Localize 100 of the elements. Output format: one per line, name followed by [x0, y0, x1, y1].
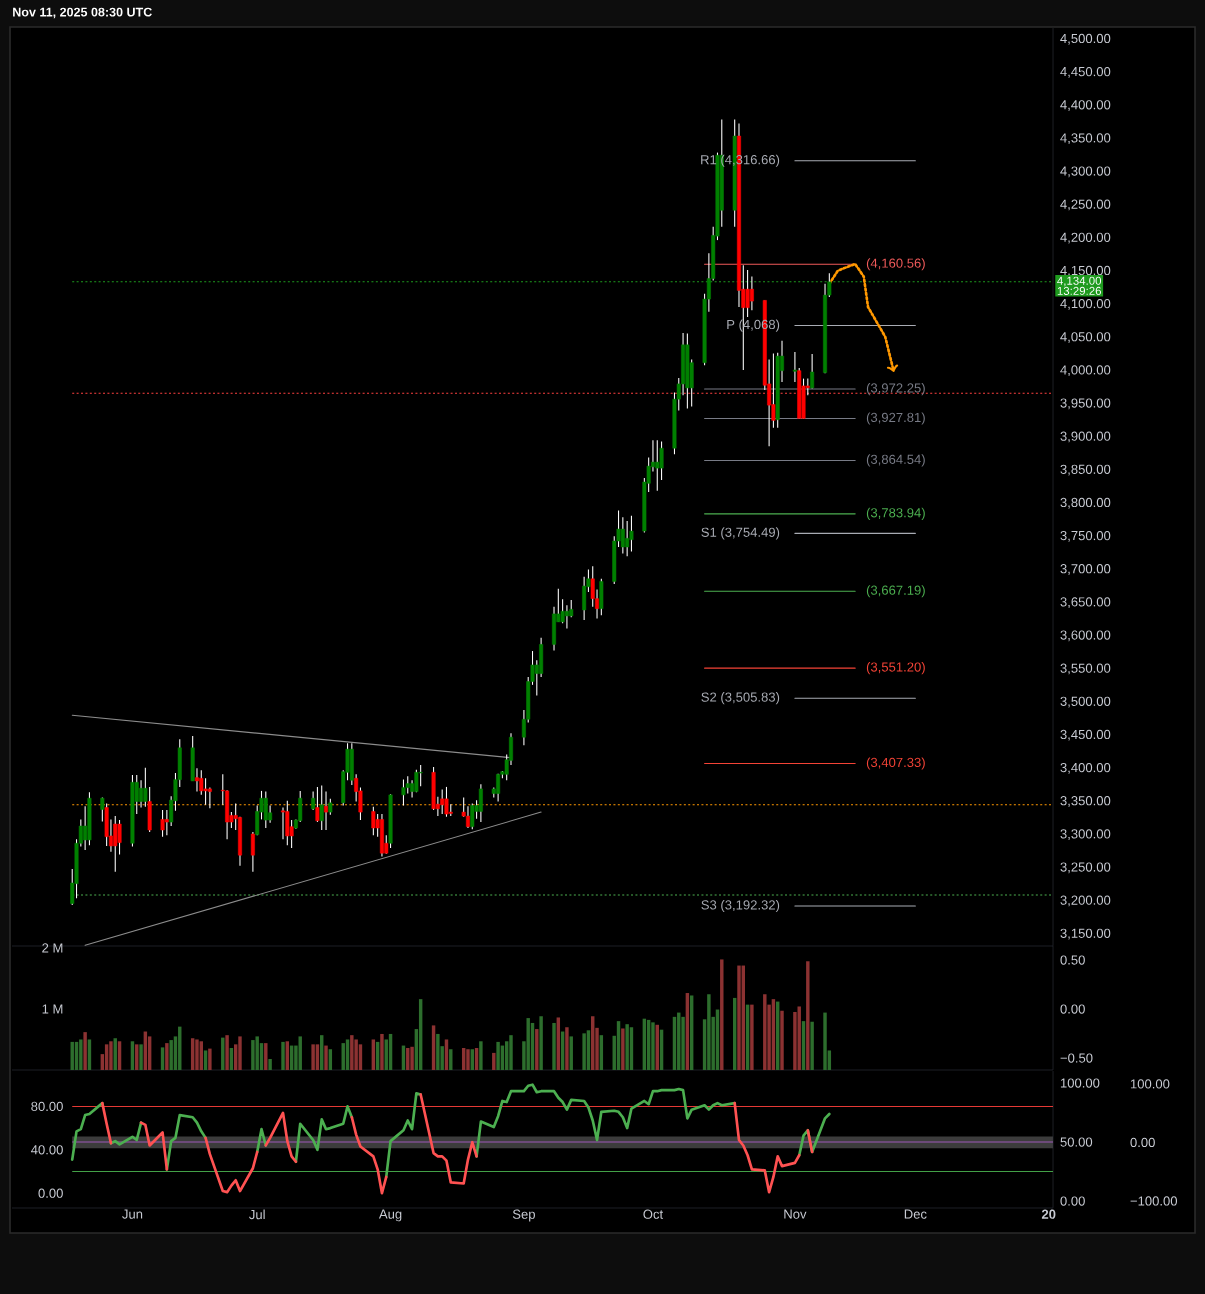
bar	[681, 1016, 685, 1070]
bar	[492, 1052, 496, 1070]
bar	[203, 1050, 208, 1070]
bar	[509, 1035, 513, 1070]
y-tick-label: 4,100.00	[1060, 298, 1111, 310]
bar	[324, 1045, 328, 1070]
x-tick-label: Jun	[122, 1209, 143, 1219]
bar	[780, 1010, 784, 1070]
bar	[380, 1033, 384, 1070]
series-label: (3,551.20)	[866, 662, 925, 675]
bar	[552, 1022, 556, 1070]
series-label: (3,864.54)	[866, 454, 925, 467]
candlestick	[401, 779, 406, 807]
candlestick	[371, 806, 376, 836]
candlestick	[470, 802, 475, 830]
candlestick	[113, 815, 118, 873]
y-tick-label: 3,850.00	[1060, 464, 1111, 476]
x-tick-label: Jul	[249, 1209, 265, 1220]
bar	[208, 1048, 212, 1070]
bar	[823, 1012, 827, 1070]
y-tick-label: 40.00	[30, 1145, 63, 1155]
candlestick	[792, 351, 797, 383]
y-tick-label: 0.00	[38, 1188, 63, 1198]
x-tick-label: Nov	[784, 1209, 807, 1219]
bar	[225, 1035, 229, 1070]
y3-tick-label: 0.00	[1130, 1137, 1155, 1148]
y-tick-label: 3,250.00	[1060, 862, 1111, 874]
bar	[255, 1036, 259, 1070]
bar	[763, 994, 767, 1070]
y2-tick-label: 50.00	[1060, 1137, 1093, 1147]
y-tick-label: 4,050.00	[1060, 332, 1111, 343]
bar	[83, 1032, 87, 1070]
candlestick	[117, 819, 122, 856]
candlestick	[160, 809, 165, 838]
bar	[169, 1040, 173, 1070]
y-tick-label: 1 M	[42, 1004, 63, 1014]
series-label: S3 (3,192.32)	[701, 899, 780, 913]
bar	[79, 1039, 83, 1070]
bar	[466, 1049, 470, 1070]
bar	[268, 1059, 272, 1070]
y3-tick-label: 100.00	[1130, 1079, 1170, 1089]
candlestick	[263, 791, 268, 829]
x-tick-label: Sep	[512, 1209, 535, 1222]
y-tick-label: 3,350.00	[1060, 796, 1111, 807]
series-label: S2 (3,505.83)	[701, 692, 780, 705]
y-tick-label: 2 M	[42, 943, 63, 953]
series-label: S1 (3,754.49)	[701, 527, 780, 540]
y2-tick-label: 100.00	[1060, 1078, 1100, 1088]
bar	[737, 965, 741, 1070]
bar	[354, 1039, 358, 1070]
text: 13:29:26	[1057, 286, 1102, 295]
series-label: (3,783.94)	[866, 507, 925, 520]
y-tick-label: 3,950.00	[1060, 398, 1111, 410]
bar	[535, 1029, 539, 1070]
bar	[806, 961, 810, 1070]
y-tick-label: 4,450.00	[1060, 67, 1111, 78]
candlestick	[810, 353, 815, 390]
bar	[195, 1039, 199, 1070]
y-tick-label: 3,300.00	[1060, 829, 1111, 841]
y-tick-label: 4,300.00	[1060, 166, 1111, 178]
y2-tick-label: 0.50	[1060, 955, 1085, 965]
y-tick-label: 3,550.00	[1060, 663, 1111, 675]
y-tick-label: 4,500.00	[1060, 33, 1111, 45]
y-tick-label: 3,500.00	[1060, 696, 1111, 708]
x-tick-label: Aug	[378, 1209, 402, 1222]
y-tick-label: 3,400.00	[1060, 762, 1111, 774]
bar	[479, 1041, 483, 1070]
y-tick-label: 3,800.00	[1060, 497, 1111, 509]
candlestick	[440, 789, 445, 815]
x-tick-label: 20	[1041, 1209, 1056, 1219]
x-tick-label: Dec	[904, 1209, 927, 1219]
candlestick	[250, 831, 255, 873]
y-tick-label: 4,350.00	[1060, 133, 1111, 145]
bar	[410, 1046, 414, 1070]
y-tick-label: 4,000.00	[1060, 365, 1111, 377]
bar	[298, 1036, 302, 1070]
bar	[720, 959, 724, 1070]
bar	[251, 1040, 255, 1070]
candlestick	[745, 269, 750, 318]
candlestick	[478, 783, 483, 823]
candlestick	[311, 791, 316, 811]
bar	[238, 1036, 242, 1070]
bar	[436, 1033, 440, 1070]
candlestick	[319, 785, 324, 831]
y-tick-label: 3,600.00	[1060, 630, 1111, 642]
bar	[797, 1006, 801, 1070]
bar	[707, 994, 711, 1070]
y3-tick-label: −100.00	[1130, 1196, 1178, 1206]
bar	[539, 1016, 543, 1070]
candlestick	[444, 786, 449, 818]
bar	[810, 1021, 814, 1070]
y-tick-label: 3,900.00	[1060, 431, 1111, 443]
candlestick	[749, 276, 754, 311]
candlestick	[655, 439, 660, 492]
bar	[750, 1004, 754, 1070]
series-label: (4,160.56)	[866, 258, 925, 271]
bar	[526, 1018, 530, 1070]
candlestick	[203, 777, 208, 806]
y-tick-label: 4,400.00	[1060, 100, 1111, 111]
candlestick	[629, 515, 634, 553]
